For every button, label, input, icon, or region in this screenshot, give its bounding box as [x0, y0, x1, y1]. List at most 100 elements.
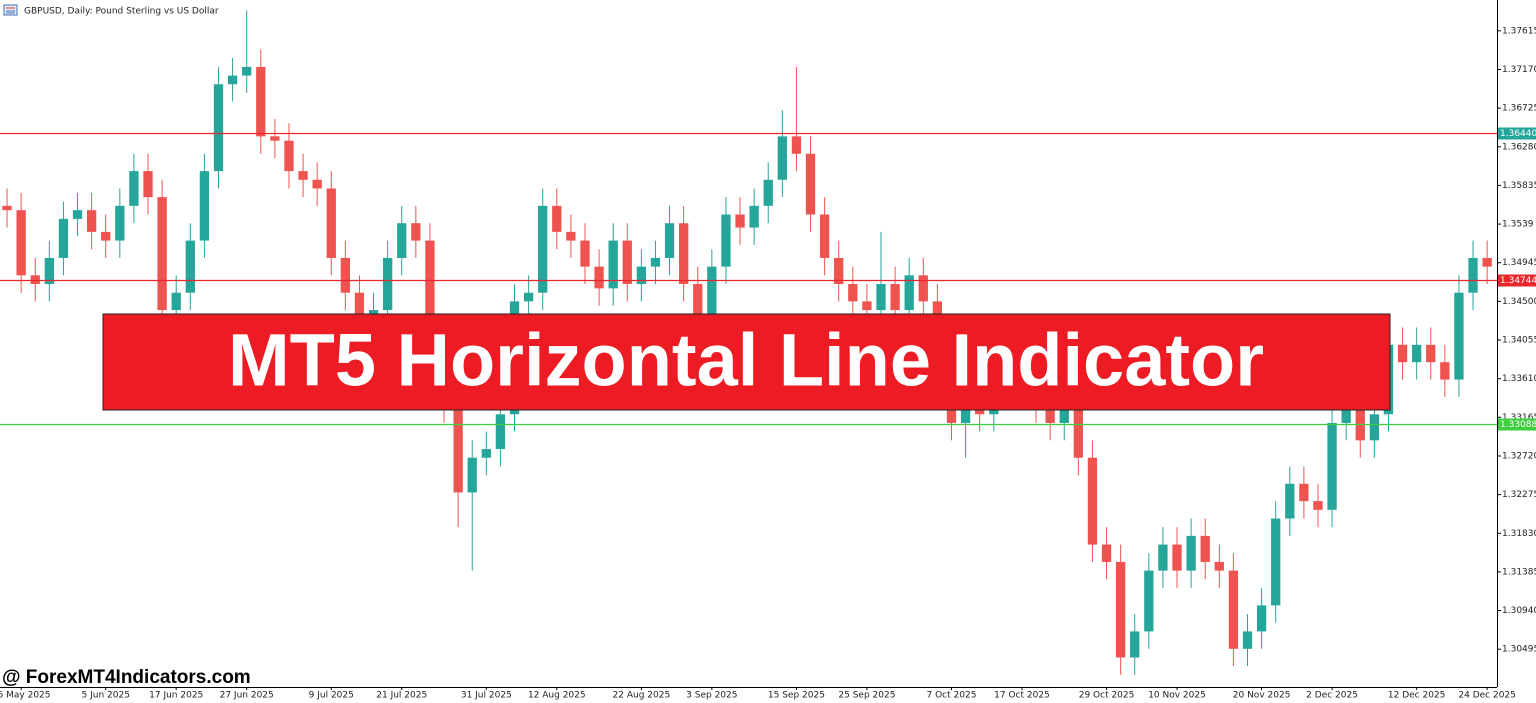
candle-body: [340, 257, 351, 293]
candle-body: [1101, 544, 1112, 562]
x-tick-label: 31 Jul 2025: [461, 691, 512, 701]
level-price-label: 1.36440: [1500, 129, 1536, 139]
candle-body: [242, 66, 252, 76]
candle-body: [312, 179, 322, 189]
candle-body: [101, 231, 111, 241]
candle-body: [1130, 631, 1140, 658]
y-tick-label: 1.31830: [1502, 529, 1536, 539]
candle-body: [199, 171, 210, 241]
candle-body: [1397, 344, 1408, 363]
candle-body: [679, 223, 689, 285]
candle-body: [1468, 257, 1478, 293]
candle-body: [2, 205, 12, 211]
candle-body: [185, 240, 195, 293]
candle-body: [1327, 422, 1337, 510]
level-price-label: 1.33088: [1500, 420, 1536, 430]
x-tick-label: 15 Sep 2025: [768, 691, 825, 701]
candle-body: [1144, 570, 1154, 632]
y-tick-label: 1.33610: [1502, 374, 1536, 384]
candle-body: [960, 405, 971, 423]
x-tick-label: 25 Sep 2025: [838, 691, 895, 701]
symbol-icon: [3, 4, 18, 16]
candle-body: [1087, 457, 1098, 545]
x-tick-label: 3 Sep 2025: [686, 691, 737, 701]
candle-body: [1200, 535, 1210, 562]
candle-body: [44, 257, 54, 285]
candle-body: [1355, 388, 1365, 441]
x-tick-label: 7 Oct 2025: [927, 691, 977, 701]
candle-body: [481, 449, 491, 458]
candle-body: [594, 266, 604, 289]
candle-body: [1369, 414, 1380, 441]
candle-body: [58, 218, 69, 258]
y-tick-label: 1.36280: [1502, 142, 1536, 152]
candle-body: [580, 240, 590, 267]
candle-body: [326, 188, 336, 258]
candle-body: [453, 405, 463, 493]
y-tick-label: 1.37170: [1502, 65, 1536, 75]
candle-body: [495, 414, 506, 450]
candle-body: [819, 214, 830, 258]
candle-body: [1059, 405, 1069, 423]
y-tick-label: 1.35835: [1502, 181, 1536, 191]
candle-body: [721, 214, 731, 267]
candle-body: [425, 240, 435, 345]
candle-body: [284, 140, 294, 172]
candle-body: [523, 292, 534, 302]
candle-body: [862, 301, 872, 311]
candle-body: [763, 179, 773, 206]
candle-body: [1073, 405, 1083, 458]
watermark: @ ForexMT4Indicators.com: [2, 667, 251, 688]
candle-body: [904, 275, 914, 311]
candle-body: [115, 205, 125, 241]
y-tick-label: 1.34945: [1502, 258, 1536, 268]
candle-body: [1242, 631, 1253, 649]
level-price-tag: [1498, 418, 1536, 431]
candle-body: [1299, 483, 1309, 502]
candle-body: [1426, 344, 1436, 363]
candle-body: [552, 205, 562, 232]
x-tick-label: 12 Dec 2025: [1388, 691, 1446, 701]
candle-body: [1158, 544, 1168, 571]
candle-body: [918, 275, 928, 302]
candle-body: [622, 240, 632, 285]
candle-body: [256, 66, 266, 137]
x-tick-label: 24 Dec 2025: [1458, 691, 1516, 701]
x-tick-label: 22 Aug 2025: [613, 691, 671, 701]
level-price-label: 1.34744: [1500, 276, 1536, 286]
candle-body: [1271, 518, 1281, 606]
candle-body: [566, 231, 576, 241]
candle-body: [777, 136, 787, 180]
candle-body: [876, 284, 886, 311]
candle-body: [664, 223, 675, 258]
banner-text: MT5 Horizontal Line Indicator: [228, 319, 1264, 402]
y-tick-label: 1.32720: [1502, 451, 1536, 461]
y-tick-label: 1.30495: [1502, 645, 1536, 655]
candle-body: [636, 266, 647, 285]
y-tick-label: 1.31385: [1502, 567, 1536, 577]
candle-body: [227, 75, 238, 85]
x-tick-label: 17 Oct 2025: [994, 691, 1050, 701]
candle-body: [1045, 405, 1055, 423]
y-tick-label: 1.37615: [1502, 26, 1536, 36]
candle-body: [143, 171, 153, 198]
level-price-tag: [1498, 274, 1536, 287]
candle-body: [538, 205, 548, 293]
x-tick-label: 26 May 2025: [0, 691, 50, 701]
y-tick-label: 1.32275: [1502, 490, 1536, 500]
chart-title: GBPUSD, Daily: Pound Sterling vs US Doll…: [24, 7, 219, 17]
y-tick-label: 1.34500: [1502, 297, 1536, 307]
candle-body: [270, 136, 280, 141]
candle-body: [1482, 257, 1492, 267]
candle-body: [1440, 362, 1450, 380]
x-tick-label: 9 Jul 2025: [309, 691, 354, 701]
candle-body: [16, 210, 26, 276]
candle-body: [1454, 292, 1464, 380]
candle-body: [397, 223, 407, 258]
x-tick-label: 17 Jun 2025: [149, 691, 203, 701]
candle-body: [213, 84, 224, 172]
candle-body: [890, 284, 900, 311]
candle-body: [467, 457, 477, 493]
y-tick-label: 1.34055: [1502, 336, 1536, 346]
